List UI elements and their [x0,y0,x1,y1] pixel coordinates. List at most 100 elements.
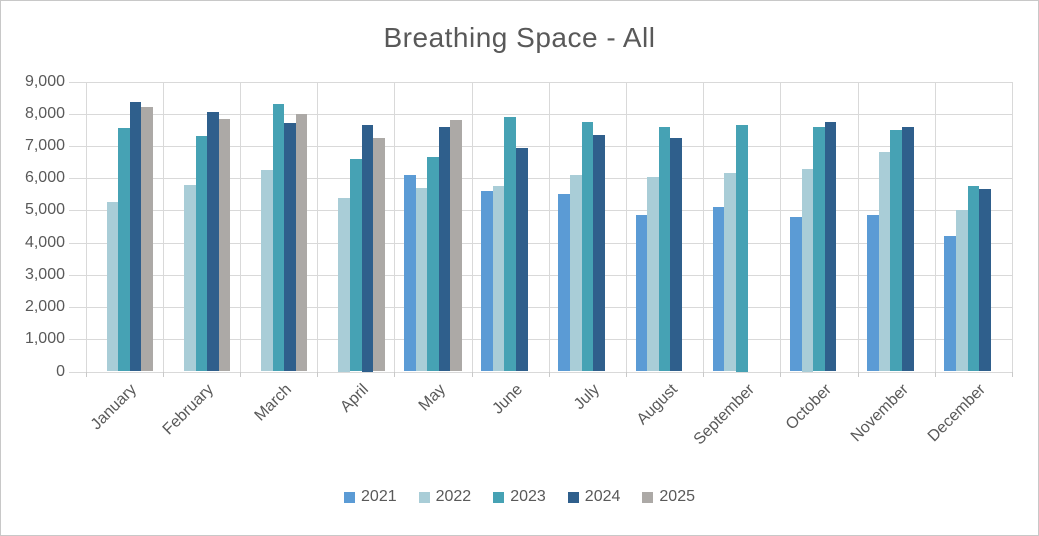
legend-label: 2022 [435,488,472,505]
bar-2023-september [735,125,748,372]
gridline [69,145,1012,147]
bar-2024-june [515,147,528,372]
bar-2022-august [647,176,659,372]
y-axis-label: 0 [56,362,65,380]
bar-2021-july [558,194,570,372]
bar-2022-december [956,210,968,372]
bar-2024-november [901,126,914,372]
bar-2024-may [438,126,451,372]
category-separator-line [162,81,164,372]
gridline [69,371,1012,373]
gridline [69,242,1012,244]
legend-swatch-2023 [493,491,505,503]
category-separator-line [934,81,936,372]
bar-2024-december [979,189,991,372]
x-axis-label: July [571,380,604,413]
y-axis-label: 7,000 [24,136,65,154]
bar-2023-november [890,129,902,372]
bar-2022-january [106,202,119,372]
category-separator-line [1012,81,1013,372]
bar-2025-march [295,113,308,372]
x-axis-tick [162,371,164,377]
gridline [69,81,1012,83]
bar-2022-july [569,174,582,372]
legend: 2021 2022 2023 2024 2025 [0,488,1039,506]
x-axis-label: April [337,380,372,416]
bar-2022-november [878,152,891,372]
bar-2024-february [207,112,219,372]
bar-2023-april [349,158,362,372]
bar-2023-january [118,128,130,372]
y-axis-label: 5,000 [24,201,65,219]
x-axis-tick [857,371,859,377]
bar-2024-october [824,121,837,372]
category-separator-line [703,81,705,372]
bar-2021-august [635,215,648,372]
bar-2021-may [403,174,416,372]
category-separator-line [548,81,550,372]
legend-swatch-2025 [642,491,654,503]
bar-2021-december [944,236,957,372]
y-axis-label: 8,000 [24,104,65,122]
bar-2022-march [261,170,273,372]
chart-title: Breathing Space - All [383,22,656,53]
category-separator-line [625,81,627,372]
legend-item-2024: 2024 [567,488,620,506]
x-axis-label: January [87,380,141,433]
x-axis-label: June [489,380,527,418]
gridline [69,307,1012,309]
bar-2021-october [790,216,802,372]
y-axis-label: 9,000 [24,72,65,90]
bar-2024-august [670,137,682,372]
category-separator-line [780,81,782,372]
category-separator-line [317,81,319,372]
gridline [69,113,1012,115]
legend-swatch-2022 [418,491,430,503]
bar-2024-july [593,134,605,372]
bar-2021-november [867,215,879,372]
x-axis-label: November [847,380,913,445]
bar-2022-september [724,173,736,372]
category-separator-line [857,81,859,372]
y-axis-label: 6,000 [24,169,65,187]
bar-2023-february [195,136,208,372]
y-axis-label: 4,000 [24,233,65,251]
bar-2025-february [218,118,231,372]
bar-2022-february [183,184,196,372]
bar-2025-april [373,137,385,372]
gridline [69,210,1012,212]
bar-2023-may [427,157,439,372]
y-axis-label: 1,000 [24,330,65,348]
x-axis-label: May [415,380,449,414]
bar-2024-march [284,123,296,372]
bar-2025-may [450,120,462,372]
bar-2023-december [967,186,980,372]
legend-swatch-2024 [567,491,579,503]
x-axis-label: September [690,380,758,448]
category-separator-line [471,81,473,372]
legend-item-2023: 2023 [493,488,546,506]
legend-swatch-2021 [344,491,356,503]
category-separator-line [394,81,396,372]
bar-2024-january [129,102,142,372]
bar-2023-october [813,126,825,372]
x-axis-tick [85,371,87,377]
legend-item-2025: 2025 [642,488,695,506]
bar-2023-july [581,121,594,372]
x-axis-tick [780,371,782,377]
x-axis-label: March [251,380,295,424]
x-axis-label: October [782,380,835,433]
bar-2021-september [712,207,725,372]
bar-2023-june [504,116,516,372]
bar-2021-june [481,191,493,372]
x-axis-label: February [160,380,218,438]
x-axis-tick [548,371,550,377]
category-separator-line [85,81,87,372]
bar-2022-may [415,187,428,372]
legend-label: 2025 [659,488,695,505]
bar-2022-june [492,186,505,372]
x-axis-tick [239,371,241,377]
bar-2024-april [361,125,374,372]
bar-2023-march [272,104,285,372]
bar-2023-august [658,126,671,372]
